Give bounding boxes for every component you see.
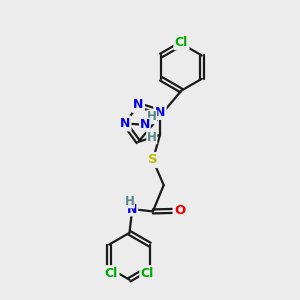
Text: N: N xyxy=(127,202,137,216)
Text: Cl: Cl xyxy=(105,267,118,280)
Text: Cl: Cl xyxy=(141,267,154,280)
Text: O: O xyxy=(174,204,185,217)
Text: N: N xyxy=(133,98,143,112)
Text: S: S xyxy=(148,154,158,166)
Text: N: N xyxy=(120,117,130,130)
Text: H: H xyxy=(147,110,157,123)
Text: N: N xyxy=(140,118,150,131)
Text: H: H xyxy=(147,130,157,144)
Text: N: N xyxy=(155,106,165,118)
Text: H: H xyxy=(124,195,134,208)
Text: Cl: Cl xyxy=(175,36,188,49)
